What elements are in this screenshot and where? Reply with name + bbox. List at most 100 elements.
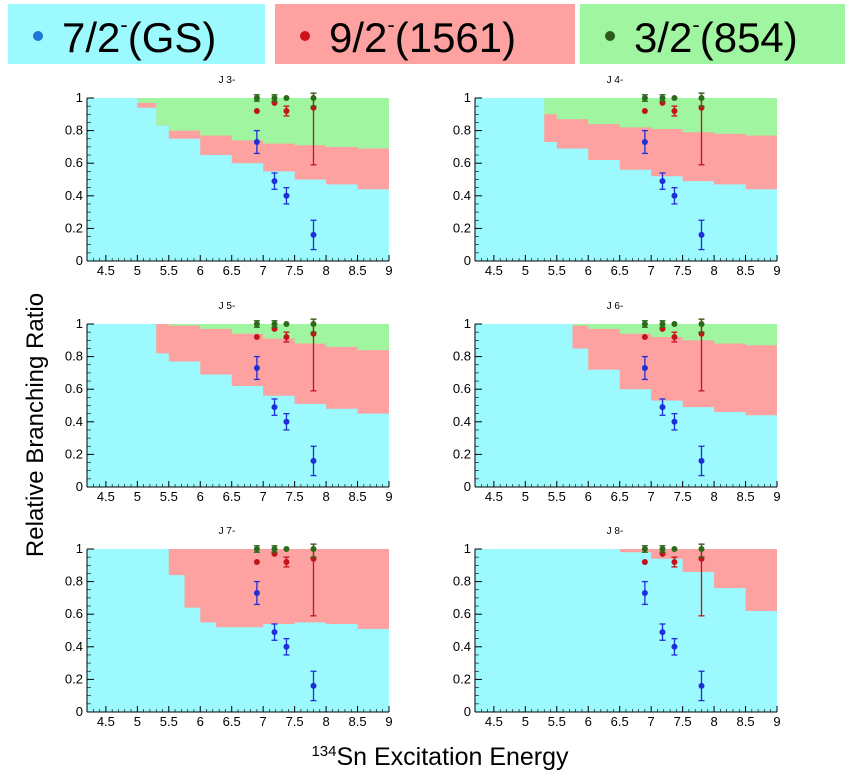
y-tick-label: 0 [464, 479, 471, 494]
y-tick-label: 0.8 [453, 574, 471, 589]
data-point [253, 546, 260, 552]
x-tick-label: 8 [710, 714, 717, 729]
y-axis-label: Relative Branching Ratio [22, 293, 49, 557]
legend-label: 7/2-(GS) [62, 12, 216, 61]
legend-label-state: (GS) [128, 14, 217, 61]
x-tick-label: 4.5 [485, 489, 503, 504]
data-point [283, 546, 290, 552]
data-point [253, 365, 260, 372]
legend: 7/2-(GS) 9/2 - (1561) 3/2-(854) [8, 4, 845, 64]
x-tick-label: 7.5 [674, 489, 692, 504]
x-tick-label: 7.5 [286, 714, 304, 729]
legend-label-superscript: - [692, 12, 699, 37]
panel-title: J 5- [219, 301, 236, 312]
x-tick-label: 7.5 [286, 489, 304, 504]
x-tick-label: 4.5 [97, 263, 115, 278]
x-tick-label: 6 [585, 263, 592, 278]
data-point [671, 546, 678, 552]
legend-entry: 3/2-(854) [580, 4, 845, 64]
x-tick-label: 8.5 [349, 263, 367, 278]
x-tick-label: 8 [322, 263, 329, 278]
data-point [310, 682, 317, 689]
x-tick-label: 9 [385, 489, 392, 504]
y-tick-label: 0 [76, 479, 83, 494]
x-tick-label: 5 [134, 714, 141, 729]
data-point [698, 321, 705, 327]
data-point [253, 95, 260, 101]
x-tick-label: 9 [773, 489, 780, 504]
y-tick-label: 0.2 [453, 446, 471, 461]
y-tick-label: 0.6 [453, 606, 471, 621]
data-point [283, 108, 290, 115]
x-tick-label: 8 [322, 489, 329, 504]
y-tick-label: 0.8 [65, 123, 83, 138]
panel: J 5- 4.5 5 5.5 6 6.5 7 7.5 8 8.5 9 0 0.2 0.4 0.6 0.8 1 [65, 301, 393, 504]
data-point [698, 95, 705, 101]
data-point [641, 321, 648, 327]
x-tick-label: 6 [585, 714, 592, 729]
data-point [659, 629, 666, 636]
data-point [659, 178, 666, 185]
x-tick-label: 6.5 [611, 714, 629, 729]
y-tick-label: 1 [464, 90, 471, 105]
data-point [271, 629, 278, 636]
panel: J 8- 4.5 5 5.5 6 6.5 7 7.5 8 8.5 9 0 0.2 0.4 0.6 0.8 1 [453, 526, 781, 729]
y-tick-label: 0.6 [65, 606, 83, 621]
data-point [671, 321, 678, 327]
x-tick-label: 7 [260, 489, 267, 504]
y-tick-label: 0.2 [65, 220, 83, 235]
data-point [310, 546, 317, 552]
data-point [659, 404, 666, 411]
x-tick-label: 7 [648, 714, 655, 729]
y-tick-label: 0.2 [65, 446, 83, 461]
legend-swatch [8, 4, 265, 64]
panel-title: J 7- [219, 526, 236, 537]
y-tick-label: 0.6 [65, 381, 83, 396]
data-point [271, 178, 278, 185]
x-tick-label: 5 [522, 489, 529, 504]
panel-title: J 6- [607, 301, 624, 312]
y-tick-label: 0.8 [65, 574, 83, 589]
data-point [641, 334, 648, 341]
y-tick-label: 1 [76, 541, 83, 556]
data-point [283, 418, 290, 425]
x-tick-label: 7.5 [286, 263, 304, 278]
data-point [253, 559, 260, 566]
x-tick-label: 6.5 [611, 489, 629, 504]
data-point [641, 559, 648, 566]
data-point [698, 231, 705, 238]
x-axis-label-superscript: 134 [311, 743, 336, 760]
x-tick-label: 4.5 [97, 714, 115, 729]
data-point [310, 457, 317, 464]
x-tick-label: 9 [385, 714, 392, 729]
panel-title: J 4- [607, 75, 624, 86]
data-point [283, 192, 290, 199]
x-tick-label: 7 [648, 489, 655, 504]
data-point [659, 321, 666, 327]
y-tick-label: 0 [464, 253, 471, 268]
y-tick-label: 0.4 [65, 414, 83, 429]
y-tick-label: 1 [76, 316, 83, 331]
x-tick-label: 5.5 [160, 489, 178, 504]
y-tick-label: 0 [76, 704, 83, 719]
y-tick-label: 1 [76, 90, 83, 105]
data-point [253, 321, 260, 327]
data-point [271, 321, 278, 327]
legend-label-fraction: 9/2 [329, 14, 387, 61]
legend-label-state: (1561) [395, 14, 516, 61]
legend-label-state: (854) [700, 14, 798, 61]
x-tick-label: 5.5 [548, 489, 566, 504]
x-axis-label-main: Sn Excitation Energy [336, 743, 569, 771]
x-tick-label: 7.5 [674, 263, 692, 278]
x-tick-label: 5.5 [548, 263, 566, 278]
data-point [641, 139, 648, 146]
x-tick-label: 5 [522, 263, 529, 278]
y-tick-label: 0.8 [453, 123, 471, 138]
x-tick-label: 5.5 [160, 263, 178, 278]
x-tick-label: 6.5 [611, 263, 629, 278]
x-tick-label: 5 [134, 489, 141, 504]
panel: J 6- 4.5 5 5.5 6 6.5 7 7.5 8 8.5 9 0 0.2 0.4 0.6 0.8 1 [453, 301, 781, 504]
x-tick-label: 7.5 [674, 714, 692, 729]
data-point [641, 95, 648, 101]
data-point [641, 108, 648, 115]
